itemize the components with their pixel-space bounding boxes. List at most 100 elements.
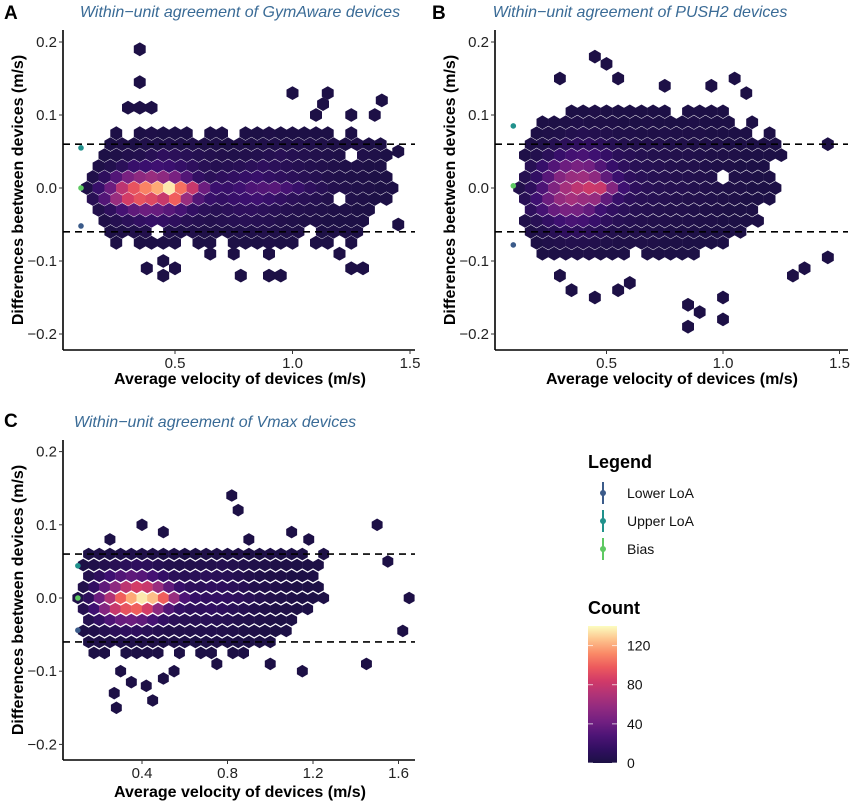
y-tick-label: −0.2 <box>459 326 489 343</box>
hex-bin <box>594 246 607 261</box>
hex-bin-outlier <box>263 246 275 261</box>
upper-point <box>78 145 84 151</box>
hex-bin <box>80 181 93 195</box>
hex-bin <box>211 591 223 605</box>
hex-bin-outlier <box>232 503 244 517</box>
hex-bin <box>693 214 706 228</box>
hex-bin <box>251 126 264 141</box>
hex-bin <box>152 646 164 660</box>
hex-bin <box>192 170 205 184</box>
hex-bin <box>88 580 100 594</box>
hex-bin <box>257 137 270 152</box>
panel-title: Within−unit agreement of Vmax devices <box>74 414 356 431</box>
hex-bin <box>327 181 340 195</box>
hex-bin-outlier <box>303 533 315 546</box>
hex-bin <box>682 148 694 162</box>
x-tick-label: 1.0 <box>282 355 303 372</box>
hex-bin <box>227 235 240 250</box>
hex-bin <box>664 115 677 130</box>
hex-bin-outlier <box>133 75 146 90</box>
hex-bin <box>195 624 207 638</box>
hex-bin <box>536 115 549 130</box>
hex-bin <box>116 137 129 152</box>
hex-bin <box>139 137 152 152</box>
legend-key-point <box>600 518 606 524</box>
hex-bin <box>664 181 677 195</box>
hex-bin <box>92 203 105 217</box>
hex-bin-outlier <box>798 261 811 276</box>
hex-bin-outlier <box>361 657 372 671</box>
hex-bin-outlier <box>157 268 170 283</box>
hex-bin <box>163 203 176 217</box>
hex-bin-outlier <box>345 108 358 122</box>
hex-bin <box>163 137 176 152</box>
hex-bin <box>232 613 244 627</box>
hex-bin <box>141 580 153 594</box>
hex-bin <box>653 224 665 239</box>
hex-bin <box>554 192 566 206</box>
hex-bin <box>623 126 636 141</box>
hex-bin <box>682 192 694 206</box>
hex-bin <box>286 126 299 141</box>
y-tick-label: 0.0 <box>36 180 57 197</box>
hex-bin <box>530 170 543 184</box>
hex-bin <box>635 104 648 119</box>
hex-bin <box>141 602 153 616</box>
hex-bin <box>746 159 759 173</box>
hex-bin-outlier <box>226 489 238 502</box>
hex-bin <box>204 170 217 184</box>
hex-bin <box>699 203 712 217</box>
hex-bin <box>120 646 132 660</box>
hex-bin <box>717 192 729 206</box>
hex-bin <box>139 224 152 239</box>
hex-bin <box>263 192 275 206</box>
hex-bin <box>104 613 116 627</box>
hex-bin <box>263 126 275 141</box>
hex-bin <box>88 602 100 616</box>
hex-bin <box>676 159 689 173</box>
hex-bin <box>238 602 249 616</box>
hex-bin-outlier <box>321 86 334 100</box>
hex-bin <box>693 148 706 162</box>
hex-bin <box>600 148 613 162</box>
hex-bin <box>195 558 207 572</box>
hex-bin <box>227 558 239 572</box>
hex-bin <box>641 246 654 261</box>
hex-bin <box>120 580 132 594</box>
hex-bin <box>257 181 270 195</box>
hex-bin <box>145 148 158 163</box>
hex-bin <box>245 159 258 173</box>
hex-bin <box>125 569 137 583</box>
hex-bin <box>357 148 369 163</box>
hex-bin <box>248 624 260 638</box>
hex-bin <box>83 613 94 627</box>
hex-bin <box>717 148 729 162</box>
hex-bin <box>606 115 619 130</box>
hex-bin <box>524 159 537 173</box>
hex-bin-outlier <box>554 71 566 86</box>
hex-bin <box>259 558 271 572</box>
hex-bin <box>635 214 648 228</box>
hex-bin <box>190 569 201 583</box>
hex-bin <box>169 192 181 206</box>
hex-bin <box>536 137 549 152</box>
hex-bin <box>115 591 127 605</box>
hex-bin <box>125 635 137 649</box>
hex-bin <box>257 159 270 173</box>
hex-bin <box>345 192 358 206</box>
y-tick-label: 0.1 <box>468 107 489 124</box>
colorbar-gradient <box>588 626 617 763</box>
hex-bin-outlier <box>274 268 287 283</box>
hex-bin <box>195 602 207 616</box>
hex-bin <box>210 137 223 152</box>
hex-bin <box>198 159 211 173</box>
hex-bin <box>120 624 132 638</box>
hex-bin <box>559 246 572 261</box>
hex-bin-outlier <box>145 100 158 115</box>
hex-bin <box>565 170 578 184</box>
hex-bin <box>109 580 121 594</box>
hex-bin <box>635 148 648 162</box>
hex-bin <box>206 602 217 616</box>
hex-bin <box>612 170 625 184</box>
hex-bin-outlier <box>357 261 369 276</box>
